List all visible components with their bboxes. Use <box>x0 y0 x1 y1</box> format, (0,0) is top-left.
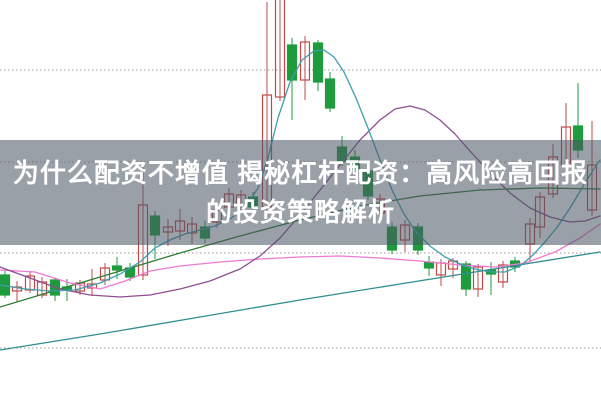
candle-body <box>497 264 509 283</box>
candle-body <box>286 44 298 81</box>
candle <box>86 269 98 296</box>
candle <box>274 0 286 101</box>
ma-pink-line <box>0 223 601 290</box>
candle-body <box>274 0 286 98</box>
candle <box>312 40 324 91</box>
ma-long-teal-line <box>0 251 601 351</box>
candle <box>324 72 336 112</box>
candle-body <box>299 41 311 81</box>
candle-body <box>111 265 123 271</box>
headline-line-1: 为什么配资不增值 揭秘杠杆配资：高风险高回报 <box>12 157 589 188</box>
headline-line-2: 的投资策略解析 <box>205 196 395 227</box>
candle-body <box>460 263 472 290</box>
candle-body <box>423 261 435 269</box>
candle <box>11 281 23 302</box>
ma-fast-teal-line <box>0 49 601 292</box>
candle-body <box>435 262 447 276</box>
candle <box>299 36 311 100</box>
candle <box>423 256 435 276</box>
candle <box>460 261 472 296</box>
candle-body <box>324 78 336 109</box>
candle-body <box>312 42 324 83</box>
candle <box>0 271 11 298</box>
candle-body <box>472 266 484 290</box>
headline-overlay: 为什么配资不增值 揭秘杠杆配资：高风险高回报 的投资策略解析 <box>0 140 601 245</box>
